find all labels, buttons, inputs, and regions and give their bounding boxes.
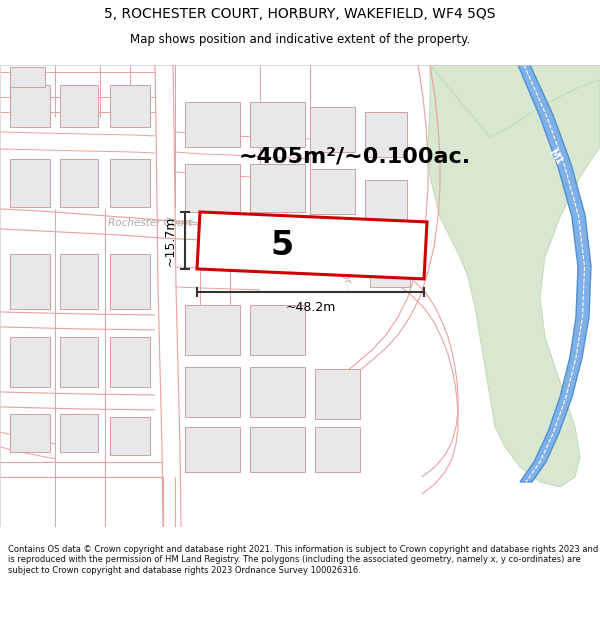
Bar <box>250 427 305 472</box>
Bar <box>60 337 98 387</box>
Bar <box>370 245 410 287</box>
Polygon shape <box>518 65 591 482</box>
Bar <box>185 427 240 472</box>
Bar <box>310 169 355 214</box>
Bar <box>110 159 150 207</box>
Bar <box>10 85 50 127</box>
Bar <box>110 337 150 387</box>
Bar <box>10 414 50 452</box>
Text: ~48.2m: ~48.2m <box>286 301 335 314</box>
Polygon shape <box>428 65 600 487</box>
Bar <box>310 107 355 152</box>
Bar <box>250 367 305 417</box>
Text: 5: 5 <box>271 229 293 262</box>
Bar <box>60 254 98 309</box>
Bar <box>60 414 98 452</box>
Bar <box>365 112 407 157</box>
Text: Map shows position and indicative extent of the property.: Map shows position and indicative extent… <box>130 33 470 46</box>
Text: 5, ROCHESTER COURT, HORBURY, WAKEFIELD, WF4 5QS: 5, ROCHESTER COURT, HORBURY, WAKEFIELD, … <box>104 7 496 21</box>
Bar <box>10 159 50 207</box>
Bar <box>185 164 240 212</box>
Bar <box>185 102 240 147</box>
Bar <box>185 367 240 417</box>
Text: ~15.7m: ~15.7m <box>163 215 176 266</box>
Polygon shape <box>197 212 427 279</box>
Text: Rochester Court: Rochester Court <box>108 218 192 228</box>
Bar <box>60 85 98 127</box>
Bar <box>250 164 305 212</box>
Bar <box>250 102 305 147</box>
Bar <box>250 305 305 355</box>
Bar <box>365 180 407 222</box>
Bar <box>110 254 150 309</box>
Bar <box>60 159 98 207</box>
Text: ~405m²/~0.100ac.: ~405m²/~0.100ac. <box>239 147 471 167</box>
Polygon shape <box>430 65 600 137</box>
Bar <box>10 337 50 387</box>
Text: M1: M1 <box>546 148 564 166</box>
Bar <box>10 67 45 87</box>
Bar <box>110 85 150 127</box>
Bar <box>185 305 240 355</box>
Bar <box>315 427 360 472</box>
Bar <box>10 254 50 309</box>
Bar <box>110 417 150 455</box>
Text: Rochester Dr...: Rochester Dr... <box>321 221 355 292</box>
Bar <box>315 369 360 419</box>
Text: Contains OS data © Crown copyright and database right 2021. This information is : Contains OS data © Crown copyright and d… <box>8 545 598 574</box>
